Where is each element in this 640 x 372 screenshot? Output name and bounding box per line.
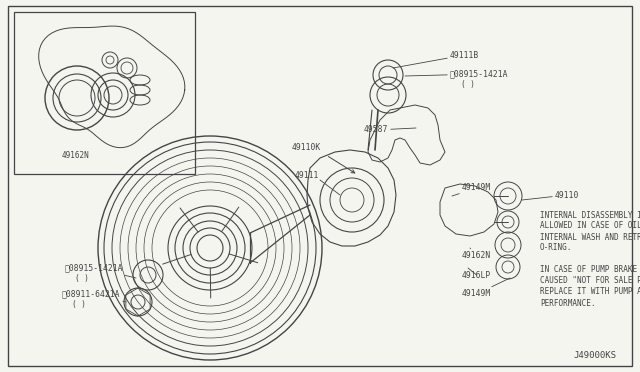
Text: 49149M: 49149M bbox=[462, 278, 510, 298]
Text: 49110: 49110 bbox=[522, 190, 579, 200]
Text: ①08915-1421A: ①08915-1421A bbox=[405, 70, 509, 78]
Text: ALLOWED IN CASE OF OIL LEAK CAUSED: ALLOWED IN CASE OF OIL LEAK CAUSED bbox=[540, 221, 640, 231]
Text: IN CASE OF PUMP BRAKE DOWN WHICH: IN CASE OF PUMP BRAKE DOWN WHICH bbox=[540, 266, 640, 275]
Text: INTERNAL WASH AND RETROGRADED: INTERNAL WASH AND RETROGRADED bbox=[540, 232, 640, 241]
Text: CAUSED "NOT FOR SALE PARTS",: CAUSED "NOT FOR SALE PARTS", bbox=[540, 276, 640, 285]
Text: 4916LP: 4916LP bbox=[462, 268, 492, 279]
Text: ( ): ( ) bbox=[72, 299, 86, 308]
Text: ( ): ( ) bbox=[75, 273, 89, 282]
Text: INTERNAL DISASSEMBLY IS ONLY: INTERNAL DISASSEMBLY IS ONLY bbox=[540, 211, 640, 219]
Text: 49111: 49111 bbox=[295, 171, 319, 180]
Bar bbox=[14, 12, 195, 174]
Text: 49162N: 49162N bbox=[462, 248, 492, 260]
Text: 49111B: 49111B bbox=[393, 51, 479, 68]
Text: J49000KS: J49000KS bbox=[573, 350, 616, 359]
Text: REPLACE IT WITH PUMP ASSY FOR KEEP: REPLACE IT WITH PUMP ASSY FOR KEEP bbox=[540, 288, 640, 296]
Text: 49149M: 49149M bbox=[452, 183, 492, 196]
Text: PERFORMANCE.: PERFORMANCE. bbox=[540, 298, 595, 308]
Text: ①08915-1421A: ①08915-1421A bbox=[65, 263, 136, 278]
Text: ( ): ( ) bbox=[461, 80, 475, 89]
Text: 49110K: 49110K bbox=[292, 144, 321, 153]
Text: 49587: 49587 bbox=[364, 125, 416, 135]
Text: ①08911-6421A: ①08911-6421A bbox=[62, 289, 126, 302]
Text: 49162N: 49162N bbox=[62, 151, 90, 160]
Text: O-RING.: O-RING. bbox=[540, 244, 572, 253]
